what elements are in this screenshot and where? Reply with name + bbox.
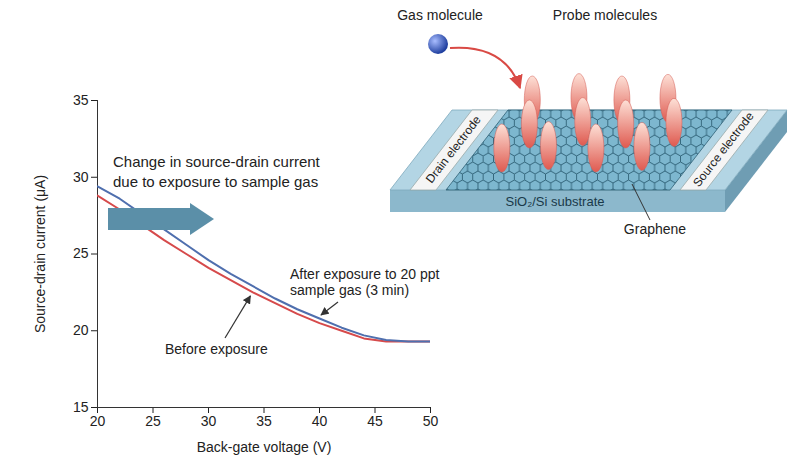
svg-text:Back-gate voltage (V): Back-gate voltage (V) <box>197 439 332 455</box>
svg-text:Change in source-drain current: Change in source-drain currentdue to exp… <box>113 153 321 190</box>
svg-text:After exposure to 20 pptsample: After exposure to 20 pptsample gas (3 mi… <box>290 266 440 298</box>
svg-text:25: 25 <box>145 413 161 429</box>
svg-text:35: 35 <box>73 92 89 108</box>
svg-text:Drain electrode: Drain electrode <box>423 113 484 186</box>
svg-text:15: 15 <box>73 399 89 415</box>
svg-text:Probe molecules: Probe molecules <box>553 7 657 23</box>
svg-text:SiO₂/Si substrate: SiO₂/Si substrate <box>506 194 605 209</box>
svg-text:40: 40 <box>312 413 328 429</box>
svg-text:20: 20 <box>90 413 106 429</box>
svg-text:25: 25 <box>73 245 89 261</box>
svg-text:Source electrode: Source electrode <box>690 109 757 190</box>
svg-text:30: 30 <box>201 413 217 429</box>
svg-text:20: 20 <box>73 322 89 338</box>
svg-text:45: 45 <box>367 413 383 429</box>
svg-text:35: 35 <box>256 413 272 429</box>
svg-text:Before exposure: Before exposure <box>165 341 268 357</box>
svg-text:30: 30 <box>73 169 89 185</box>
svg-text:Gas molecule: Gas molecule <box>397 7 483 23</box>
svg-text:Graphene: Graphene <box>624 221 686 237</box>
svg-text:Source-drain current (μA): Source-drain current (μA) <box>32 175 48 333</box>
svg-text:50: 50 <box>423 413 439 429</box>
